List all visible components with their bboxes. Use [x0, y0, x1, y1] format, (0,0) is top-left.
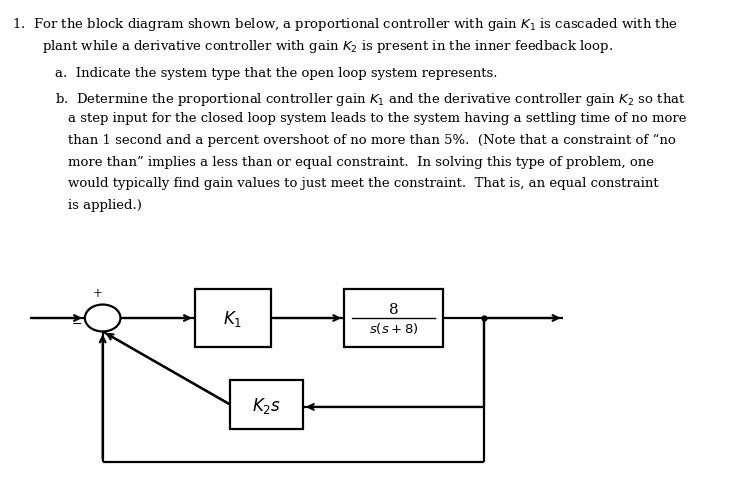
Text: is applied.): is applied.)	[68, 199, 141, 211]
Text: $s(s + 8)$: $s(s + 8)$	[368, 321, 418, 336]
Text: more than” implies a less than or equal constraint.  In solving this type of pro: more than” implies a less than or equal …	[68, 155, 654, 168]
Text: plant while a derivative controller with gain $K_2$ is present in the inner feed: plant while a derivative controller with…	[42, 38, 614, 55]
Text: a.  Indicate the system type that the open loop system represents.: a. Indicate the system type that the ope…	[55, 66, 498, 80]
Bar	[344, 289, 443, 347]
Text: −: −	[71, 317, 82, 330]
Text: b.  Determine the proportional controller gain $K_1$ and the derivative controll: b. Determine the proportional controller…	[55, 90, 685, 107]
Bar	[195, 289, 271, 347]
Text: than 1 second and a percent overshoot of no more than 5%.  (Note that a constrai: than 1 second and a percent overshoot of…	[68, 134, 676, 147]
Bar	[230, 381, 303, 428]
Text: +: +	[92, 286, 102, 299]
Text: $K_1$: $K_1$	[223, 308, 243, 328]
Text: 8: 8	[388, 302, 398, 316]
Text: a step input for the closed loop system leads to the system having a settling ti: a step input for the closed loop system …	[68, 112, 686, 125]
Text: 1.  For the block diagram shown below, a proportional controller with gain $K_1$: 1. For the block diagram shown below, a …	[12, 16, 678, 33]
Text: would typically find gain values to just meet the constraint.  That is, an equal: would typically find gain values to just…	[68, 177, 658, 190]
Text: $K_2s$: $K_2s$	[251, 395, 281, 415]
